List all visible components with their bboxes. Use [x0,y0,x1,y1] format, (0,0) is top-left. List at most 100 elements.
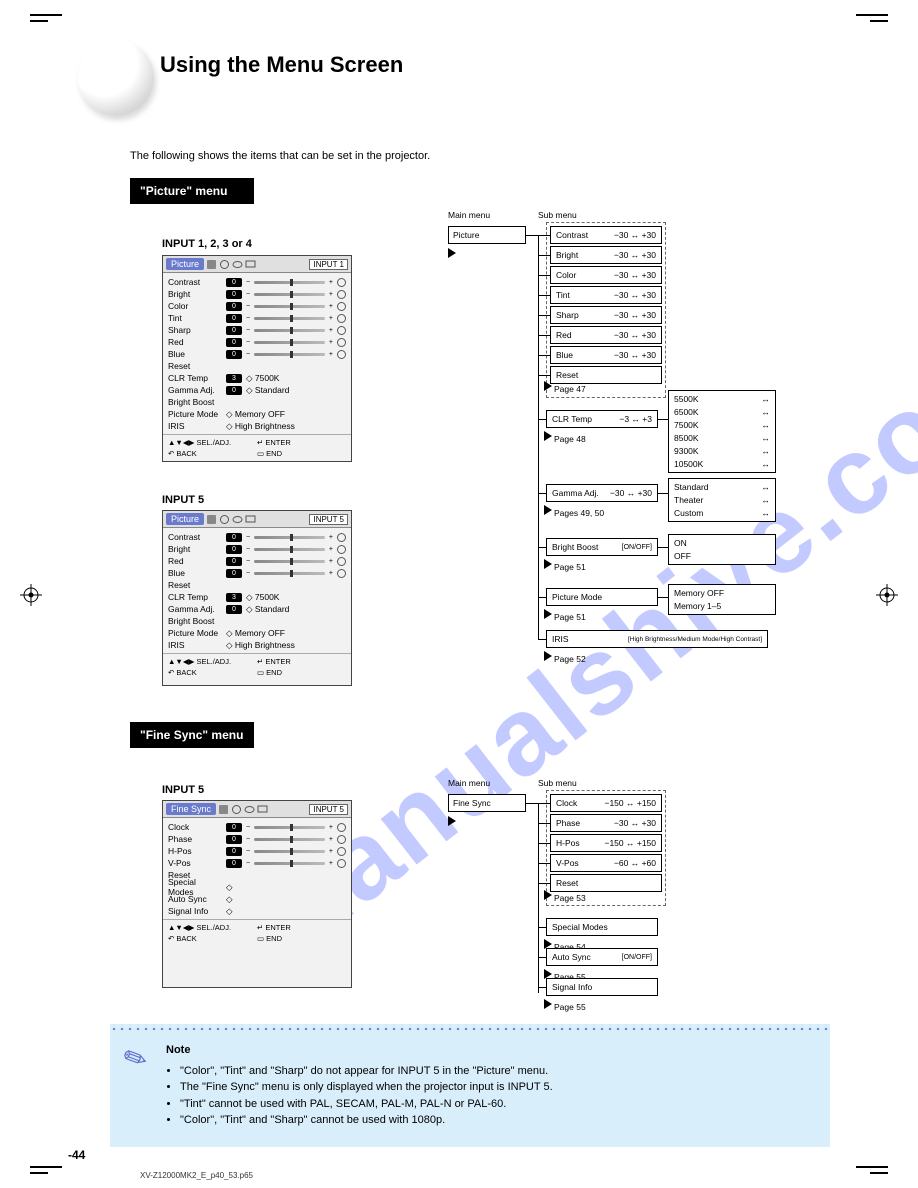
osd2-tab: Picture [166,513,204,525]
osd-row: Bright Boost [168,396,346,408]
tree-item: Auto Sync[ON/OFF] [546,948,658,966]
arrow-icon [448,816,456,826]
page-ref: Page 52 [554,654,586,664]
osd-row: Bright0−+ [168,288,346,300]
tree-item: Picture Mode [546,588,658,606]
tree-item: IRIS[High Brightness/Medium Mode/High Co… [546,630,768,648]
osd-row: Blue0−+ [168,348,346,360]
osd3-caption: INPUT 5 [162,784,204,796]
arrow-icon [544,559,552,569]
menu-icon [245,259,256,270]
tree-item: Special Modes [546,918,658,936]
tree-sub-item: 7500K↔ [674,420,770,430]
tree-item: Signal Info [546,978,658,996]
tree-root-finesync: Fine Sync [448,794,526,812]
arrow-icon [544,505,552,515]
tree-item: CLR Temp−3 ↔ +3 [546,410,658,428]
menu-icon [218,804,229,815]
page-number: -44 [68,1148,85,1162]
osd-footer: ↵ ENTER [257,438,346,447]
osd1-input: INPUT 1 [309,259,348,270]
tree-sub-item: Memory OFF [674,588,770,598]
arrow-icon [544,651,552,661]
osd-row: Color0−+ [168,300,346,312]
osd-picture-input1: Picture INPUT 1 Contrast0−+Bright0−+Colo… [162,255,352,462]
osd1-caption: INPUT 1, 2, 3 or 4 [162,238,252,250]
main-menu-label: Main menu [448,210,490,220]
arrow-icon [544,999,552,1009]
tree-item: Reset [550,366,662,384]
osd-row: CLR Temp3◇ 7500K [168,591,346,603]
osd-footer: ↵ ENTER [257,657,346,666]
note-bullet: The "Fine Sync" menu is only displayed w… [180,1079,816,1096]
crosshair-left [20,584,42,606]
osd-row: Contrast0−+ [168,531,346,543]
note-bullet: "Color", "Tint" and "Sharp" do not appea… [180,1063,816,1080]
tree-sub: 5500K↔6500K↔7500K↔8500K↔9300K↔10500K↔ [668,390,776,473]
tree-item: Clock−150 ↔ +150 [550,794,662,812]
note-icon: ✎ [116,1035,155,1083]
section-picture-bar: "Picture" menu [130,178,254,204]
page-title: Using the Menu Screen [160,52,403,78]
osd-row: IRIS◇ High Brightness [168,639,346,651]
tree-item: Reset [550,874,662,892]
osd-row: Bright0−+ [168,543,346,555]
osd-row: Blue0−+ [168,567,346,579]
osd-row: Special Modes◇ [168,881,346,893]
menu-icon [244,804,255,815]
tree-sub-item: 8500K↔ [674,433,770,443]
arrow-icon [544,381,552,391]
picture-menu-tree: Main menu Sub menu Picture Contrast−30 ↔… [448,222,848,662]
osd3-input: INPUT 5 [309,804,348,815]
osd-footer: ↶ BACK [168,934,257,943]
osd-footer: ▭ END [257,668,346,677]
osd-footer: ▲▼◀▶ SEL./ADJ. [168,657,257,666]
page-ref: Page 48 [554,434,586,444]
tree-item: Blue−30 ↔ +30 [550,346,662,364]
source-path: XV-Z12000MK2_E_p40_53.p65 [140,1171,253,1180]
osd-row: Tint0−+ [168,312,346,324]
arrow-icon [544,431,552,441]
crosshair-right [876,584,898,606]
arrow-icon [544,609,552,619]
tree-item: H-Pos−150 ↔ +150 [550,834,662,852]
arrow-icon [544,890,552,900]
sub-menu-label: Sub menu [538,778,577,788]
tree-item: Phase−30 ↔ +30 [550,814,662,832]
osd-row: Red0−+ [168,336,346,348]
osd-row: Gamma Adj.0◇ Standard [168,384,346,396]
tree-item: Red−30 ↔ +30 [550,326,662,344]
page-ref: Page 55 [554,1002,586,1012]
osd-row: IRIS◇ High Brightness [168,420,346,432]
page-ref: Page 51 [554,612,586,622]
osd-row: Auto Sync◇ [168,893,346,905]
osd-row: Sharp0−+ [168,324,346,336]
tree-item: Color−30 ↔ +30 [550,266,662,284]
reg-mark-tr [856,14,888,22]
menu-icon [206,259,217,270]
osd-footer: ↶ BACK [168,668,257,677]
reg-mark-bl [30,1166,62,1174]
tree-sub-item: 6500K↔ [674,407,770,417]
tree-item: Tint−30 ↔ +30 [550,286,662,304]
osd-row: H-Pos0−+ [168,845,346,857]
tree-item: V-Pos−60 ↔ +60 [550,854,662,872]
osd-row: Phase0−+ [168,833,346,845]
tree-sub-item: 5500K↔ [674,394,770,404]
osd-row: Red0−+ [168,555,346,567]
menu-icon [232,259,243,270]
note-bullet: "Tint" cannot be used with PAL, SECAM, P… [180,1096,816,1113]
osd-footer: ↶ BACK [168,449,257,458]
osd-footer: ▭ END [257,934,346,943]
tree-sub: Standard↔Theater↔Custom↔ [668,478,776,522]
osd-finesync-input5: Fine Sync INPUT 5 Clock0−+Phase0−+H-Pos0… [162,800,352,988]
note-title: Note [166,1042,816,1059]
tree-sub-item: Theater↔ [674,495,770,505]
osd-row: Clock0−+ [168,821,346,833]
menu-icon [257,804,268,815]
menu-icon [232,514,243,525]
tree-item: Bright Boost[ON/OFF] [546,538,658,556]
sub-menu-label: Sub menu [538,210,577,220]
finesync-menu-tree: Main menu Sub menu Fine Sync Clock−150 ↔… [448,790,848,1010]
tree-item: Sharp−30 ↔ +30 [550,306,662,324]
